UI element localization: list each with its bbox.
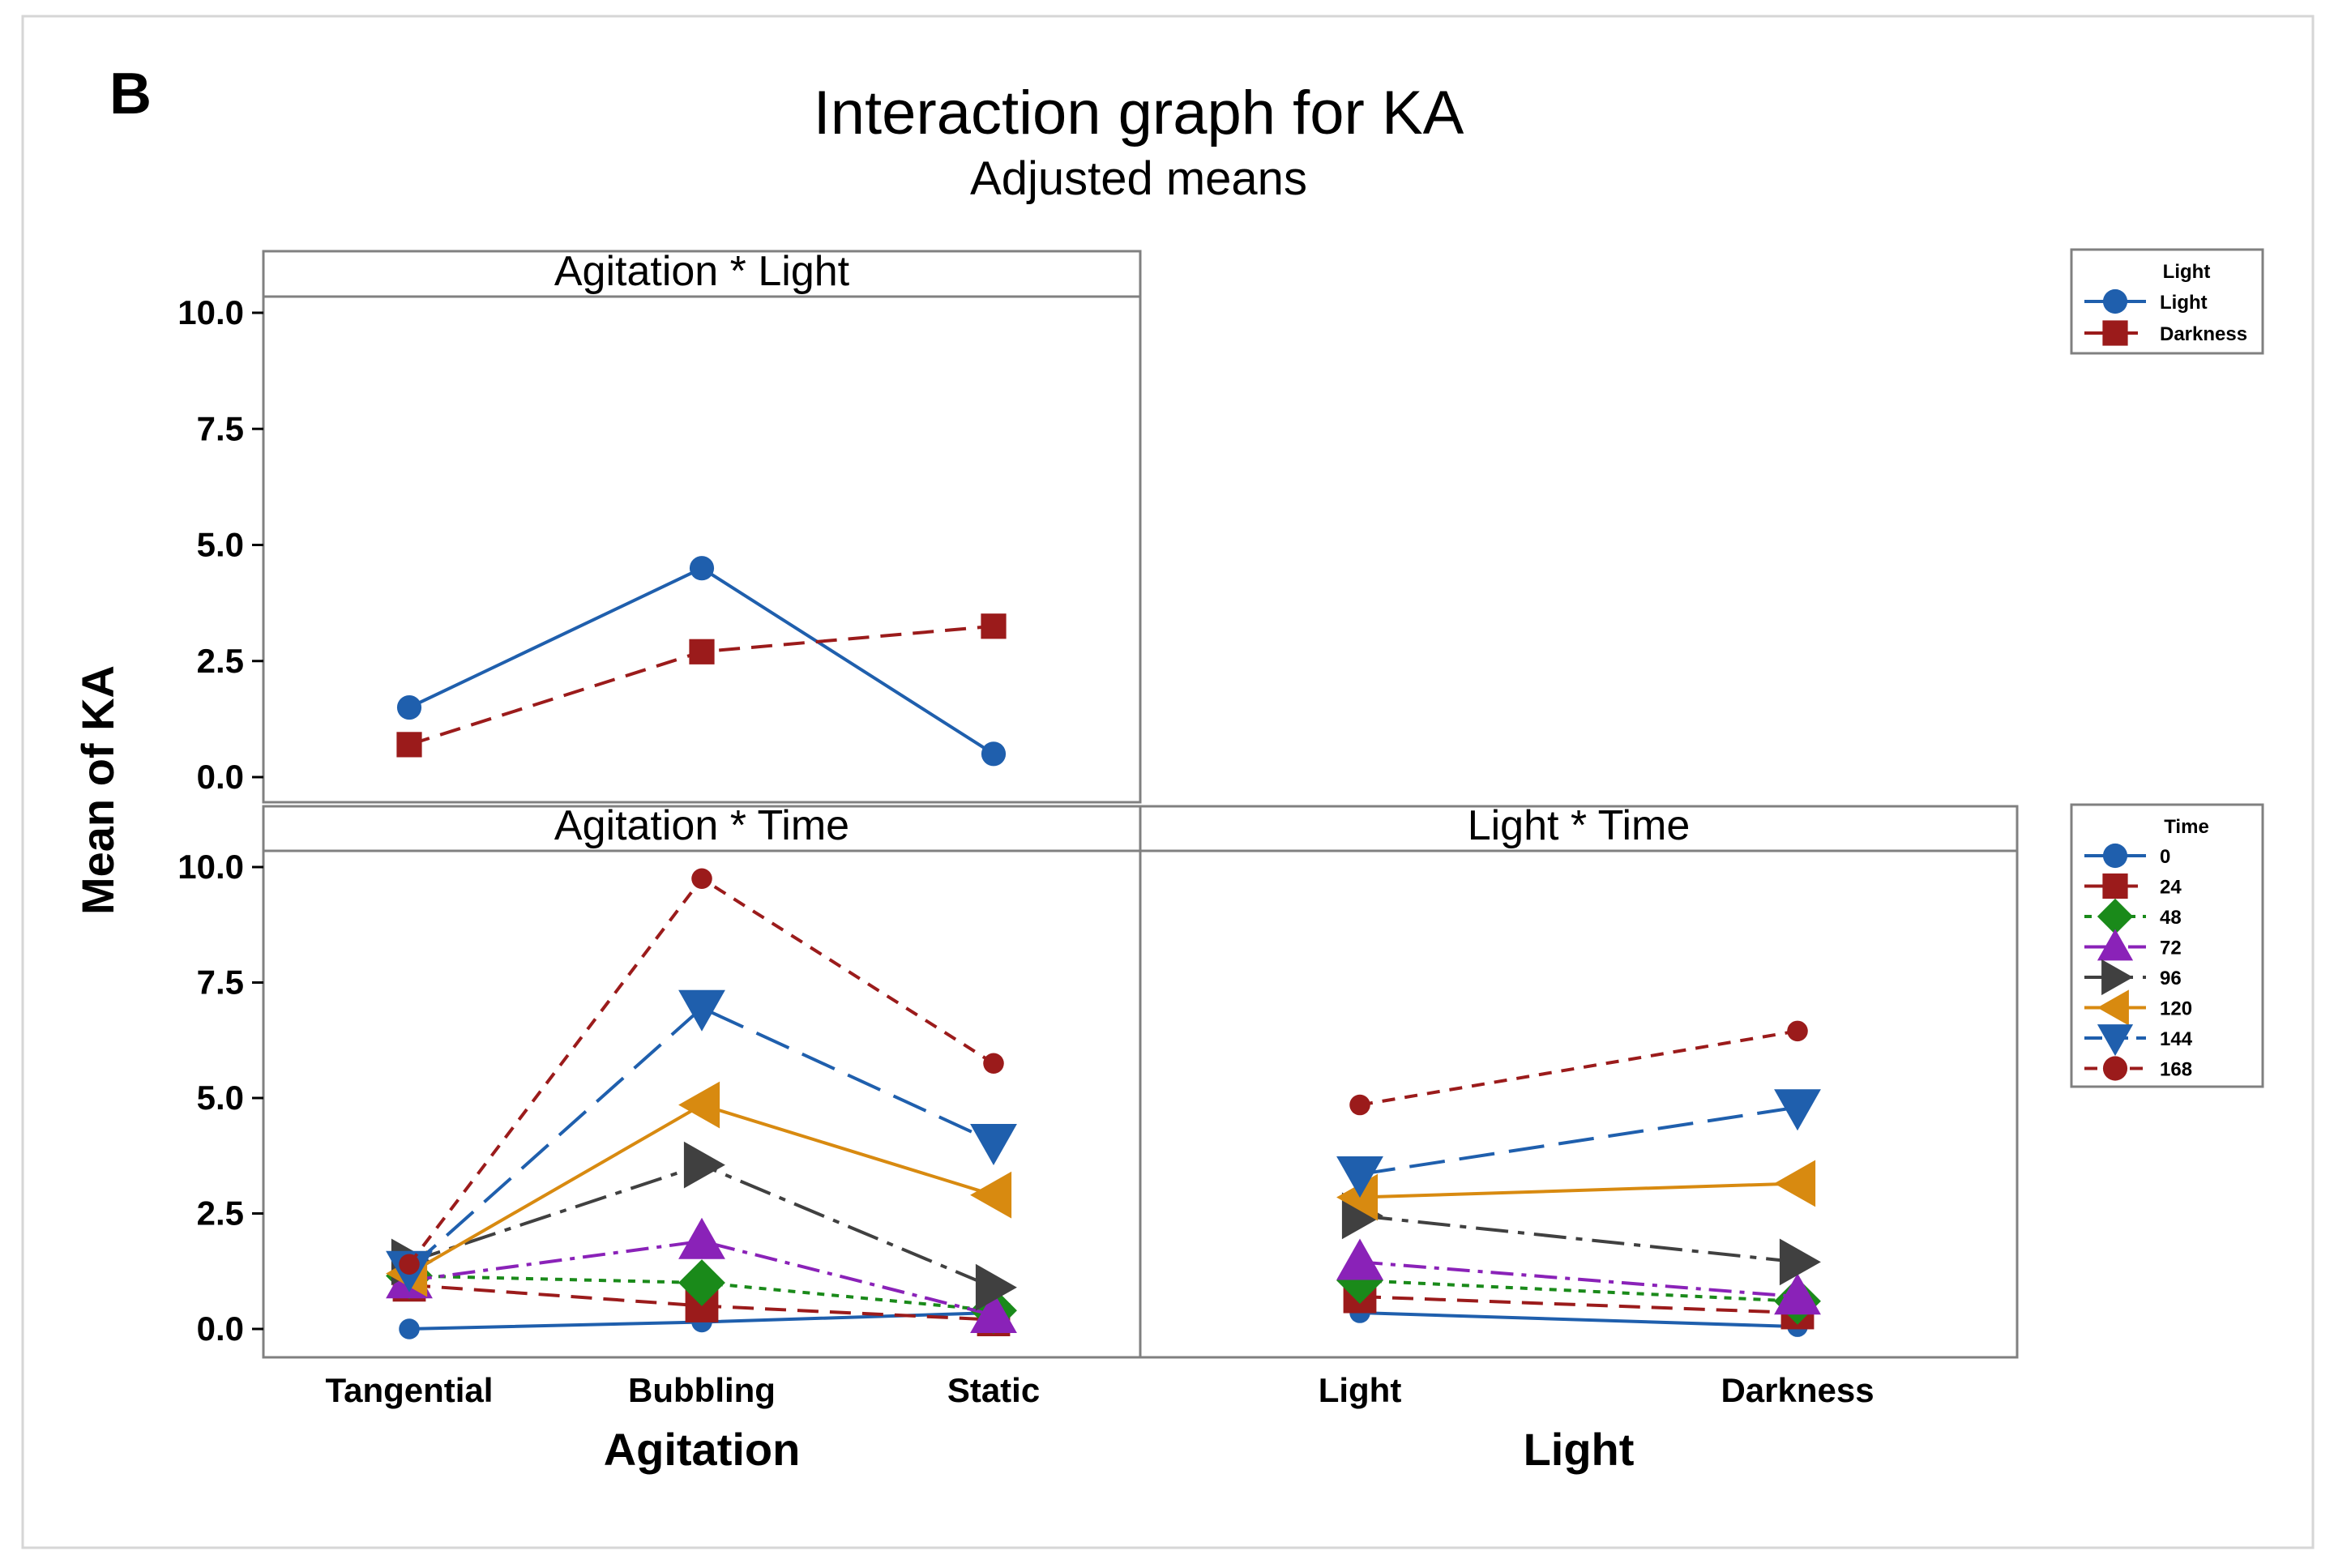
series-line — [1359, 1181, 1798, 1199]
data-point — [981, 741, 1007, 767]
legend-label: 168 — [2160, 1059, 2192, 1081]
data-point — [970, 1171, 1012, 1219]
panel-agitation-time: Agitation * Time 0.0 2.5 5.0 7.5 10.0 Tangen… — [177, 802, 1142, 1475]
data-point — [396, 694, 422, 720]
series-144 — [1336, 1089, 1821, 1198]
data-point — [1774, 1273, 1821, 1315]
series-darkness — [396, 613, 1007, 758]
legend-marker — [2101, 959, 2134, 996]
data-point — [975, 1263, 1017, 1311]
y-tick-label: 2.5 — [197, 1194, 244, 1233]
data-point — [970, 1124, 1017, 1166]
series-168 — [399, 868, 1004, 1275]
y-tick-label: 10.0 — [177, 848, 244, 886]
x-category-label: Tangential — [326, 1371, 494, 1409]
series-line — [1359, 1295, 1798, 1315]
series-line — [1359, 1029, 1798, 1107]
data-point — [399, 1318, 420, 1339]
data-point — [1787, 1020, 1808, 1042]
legend-title: Light — [2163, 261, 2211, 283]
data-point — [683, 1141, 725, 1189]
data-point — [1774, 1089, 1821, 1131]
data-point — [1336, 1238, 1383, 1280]
legend-marker — [2102, 320, 2128, 346]
legend-marker — [2097, 1024, 2134, 1057]
series-72 — [1336, 1238, 1821, 1315]
y-tick-label: 7.5 — [197, 409, 244, 447]
x-axis-label: Agitation — [604, 1424, 801, 1475]
y-axis-label: Mean of KA — [72, 665, 123, 915]
data-point — [399, 1254, 420, 1275]
data-point — [981, 613, 1007, 639]
data-point — [1779, 1238, 1821, 1286]
panel-frame — [262, 250, 1142, 804]
x-axis-label: Light — [1524, 1424, 1635, 1475]
y-tick-label: 2.5 — [197, 642, 244, 680]
legend-marker — [2102, 843, 2128, 869]
series-line — [1359, 1260, 1798, 1299]
data-point — [678, 1259, 725, 1306]
data-point — [689, 556, 715, 581]
data-point — [1774, 1160, 1816, 1207]
legend-label: 72 — [2160, 938, 2182, 959]
x-category-label: Static — [947, 1371, 1040, 1409]
legend-marker — [2102, 1056, 2128, 1081]
panel-agitation-light: Agitation * Light 0.0 2.5 5.0 7.5 10.0 — [177, 248, 1142, 804]
data-point — [678, 1217, 725, 1259]
legend-label: 24 — [2160, 877, 2182, 899]
legend-label: 48 — [2160, 907, 2182, 929]
series-line — [1359, 1214, 1798, 1264]
legend-label: 96 — [2160, 968, 2182, 989]
legend-label: Darkness — [2160, 323, 2247, 345]
legend-title: Time — [2164, 816, 2209, 838]
data-point — [691, 868, 712, 890]
x-category-label: Light — [1319, 1371, 1402, 1409]
legend-light: Light Light Darkness — [2070, 248, 2264, 355]
data-point — [1336, 1173, 1379, 1221]
data-point — [1349, 1094, 1370, 1116]
data-point — [678, 1081, 720, 1129]
y-tick-label: 0.0 — [197, 758, 244, 796]
x-category-label: Darkness — [1721, 1371, 1874, 1409]
y-tick-label: 5.0 — [197, 526, 244, 564]
legend-marker — [2102, 288, 2128, 314]
y-tick-label: 5.0 — [197, 1079, 244, 1117]
y-tick-label: 10.0 — [177, 293, 244, 331]
series-120 — [1336, 1160, 1816, 1221]
panel-frame — [1139, 805, 2019, 1359]
series-line — [1359, 1311, 1798, 1329]
series-168 — [1349, 1020, 1808, 1116]
data-point — [678, 989, 725, 1032]
series-line — [1359, 1279, 1798, 1303]
chart-subtitle: Adjusted means — [970, 152, 1307, 205]
legend-label: 0 — [2160, 846, 2170, 868]
legend-label: Light — [2160, 292, 2208, 314]
y-tick-label: 7.5 — [197, 963, 244, 1002]
legend-label: 120 — [2160, 998, 2192, 1020]
series-line — [408, 1006, 994, 1271]
figure-label: B — [109, 62, 152, 126]
panel-title: Agitation * Light — [554, 248, 850, 295]
legend-marker — [2097, 898, 2134, 935]
data-point — [983, 1053, 1004, 1075]
data-point — [1336, 1156, 1383, 1198]
series-light — [396, 556, 1007, 767]
legend-marker — [2097, 929, 2134, 961]
data-point — [689, 639, 715, 664]
legend-marker — [2097, 989, 2129, 1026]
legend-time: Time 0 24 48 72 96 120 144 168 — [2070, 803, 2264, 1088]
chart-title: Interaction graph for KA — [814, 79, 1464, 147]
series-line — [1359, 1105, 1798, 1177]
panel-title: Agitation * Time — [554, 802, 849, 849]
panel-light-time: Light * Time Light Darkness Light — [1139, 802, 2019, 1475]
legend-marker — [2102, 873, 2128, 899]
data-point — [396, 732, 422, 758]
legend-label: 144 — [2160, 1028, 2193, 1050]
x-category-label: Bubbling — [628, 1371, 776, 1409]
y-tick-label: 0.0 — [197, 1310, 244, 1348]
figure-border — [21, 15, 2315, 1549]
data-point — [970, 1292, 1017, 1333]
panel-title: Light * Time — [1468, 802, 1691, 849]
